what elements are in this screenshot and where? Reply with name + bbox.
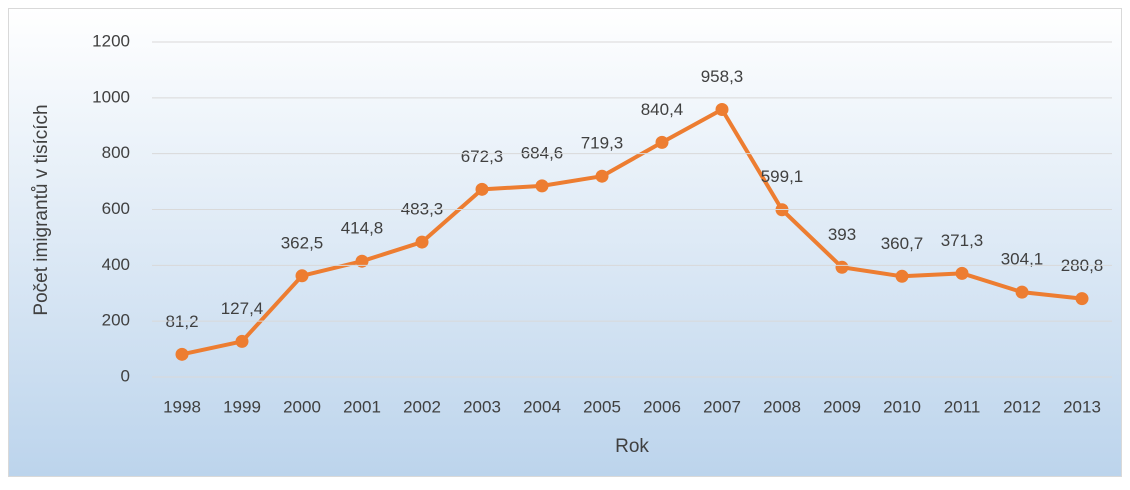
- data-label: 719,3: [581, 134, 624, 153]
- marker: [175, 347, 189, 361]
- data-label: 371,3: [941, 231, 984, 250]
- y-tick-label: 1000: [92, 87, 130, 106]
- x-tick-label: 2005: [583, 397, 621, 416]
- marker: [595, 169, 609, 183]
- y-tick-label: 800: [102, 143, 130, 162]
- data-label: 393: [828, 225, 856, 244]
- marker: [715, 102, 729, 116]
- x-tick-label: 2000: [283, 397, 321, 416]
- data-label: 127,4: [221, 299, 264, 318]
- chart-background: [8, 8, 1122, 477]
- marker: [475, 182, 489, 196]
- x-tick-label: 2001: [343, 397, 381, 416]
- marker: [835, 260, 849, 274]
- y-tick-label: 1200: [92, 31, 130, 50]
- marker: [235, 334, 249, 348]
- data-label: 958,3: [701, 67, 744, 86]
- marker: [895, 269, 909, 283]
- x-tick-label: 2009: [823, 397, 861, 416]
- y-axis-label: Počet imigrantů v tisících: [31, 104, 52, 315]
- marker: [1015, 285, 1029, 299]
- data-label: 672,3: [461, 147, 504, 166]
- marker: [1075, 292, 1089, 306]
- marker: [955, 266, 969, 280]
- x-tick-label: 2007: [703, 397, 741, 416]
- data-label: 414,8: [341, 219, 384, 238]
- x-tick-label: 2004: [523, 397, 561, 416]
- x-tick-label: 2011: [944, 397, 981, 416]
- marker: [355, 254, 369, 268]
- marker: [295, 269, 309, 283]
- data-label: 684,6: [521, 143, 564, 162]
- marker: [415, 235, 429, 249]
- marker: [655, 135, 669, 149]
- data-label: 360,7: [881, 234, 924, 253]
- y-tick-label: 400: [102, 255, 130, 274]
- x-tick-label: 2002: [403, 397, 441, 416]
- y-tick-label: 200: [102, 311, 130, 330]
- y-tick-label: 0: [121, 366, 130, 385]
- x-tick-label: 2008: [763, 397, 801, 416]
- x-axis-label: Rok: [615, 436, 649, 457]
- x-tick-label: 2006: [643, 397, 681, 416]
- x-tick-label: 2012: [1003, 397, 1041, 416]
- marker: [535, 179, 549, 193]
- data-label: 304,1: [1001, 250, 1044, 269]
- line: [181, 107, 1083, 357]
- data-label: 599,1: [761, 167, 804, 186]
- data-label: 362,5: [281, 233, 324, 252]
- x-tick-label: 2003: [463, 397, 501, 416]
- y-tick-label: 600: [102, 199, 130, 218]
- x-tick-label: 2013: [1063, 397, 1101, 416]
- x-tick-label: 2010: [883, 397, 921, 416]
- x-tick-label: 1999: [223, 397, 261, 416]
- data-label: 840,4: [641, 100, 684, 119]
- x-tick-label: 1998: [163, 397, 201, 416]
